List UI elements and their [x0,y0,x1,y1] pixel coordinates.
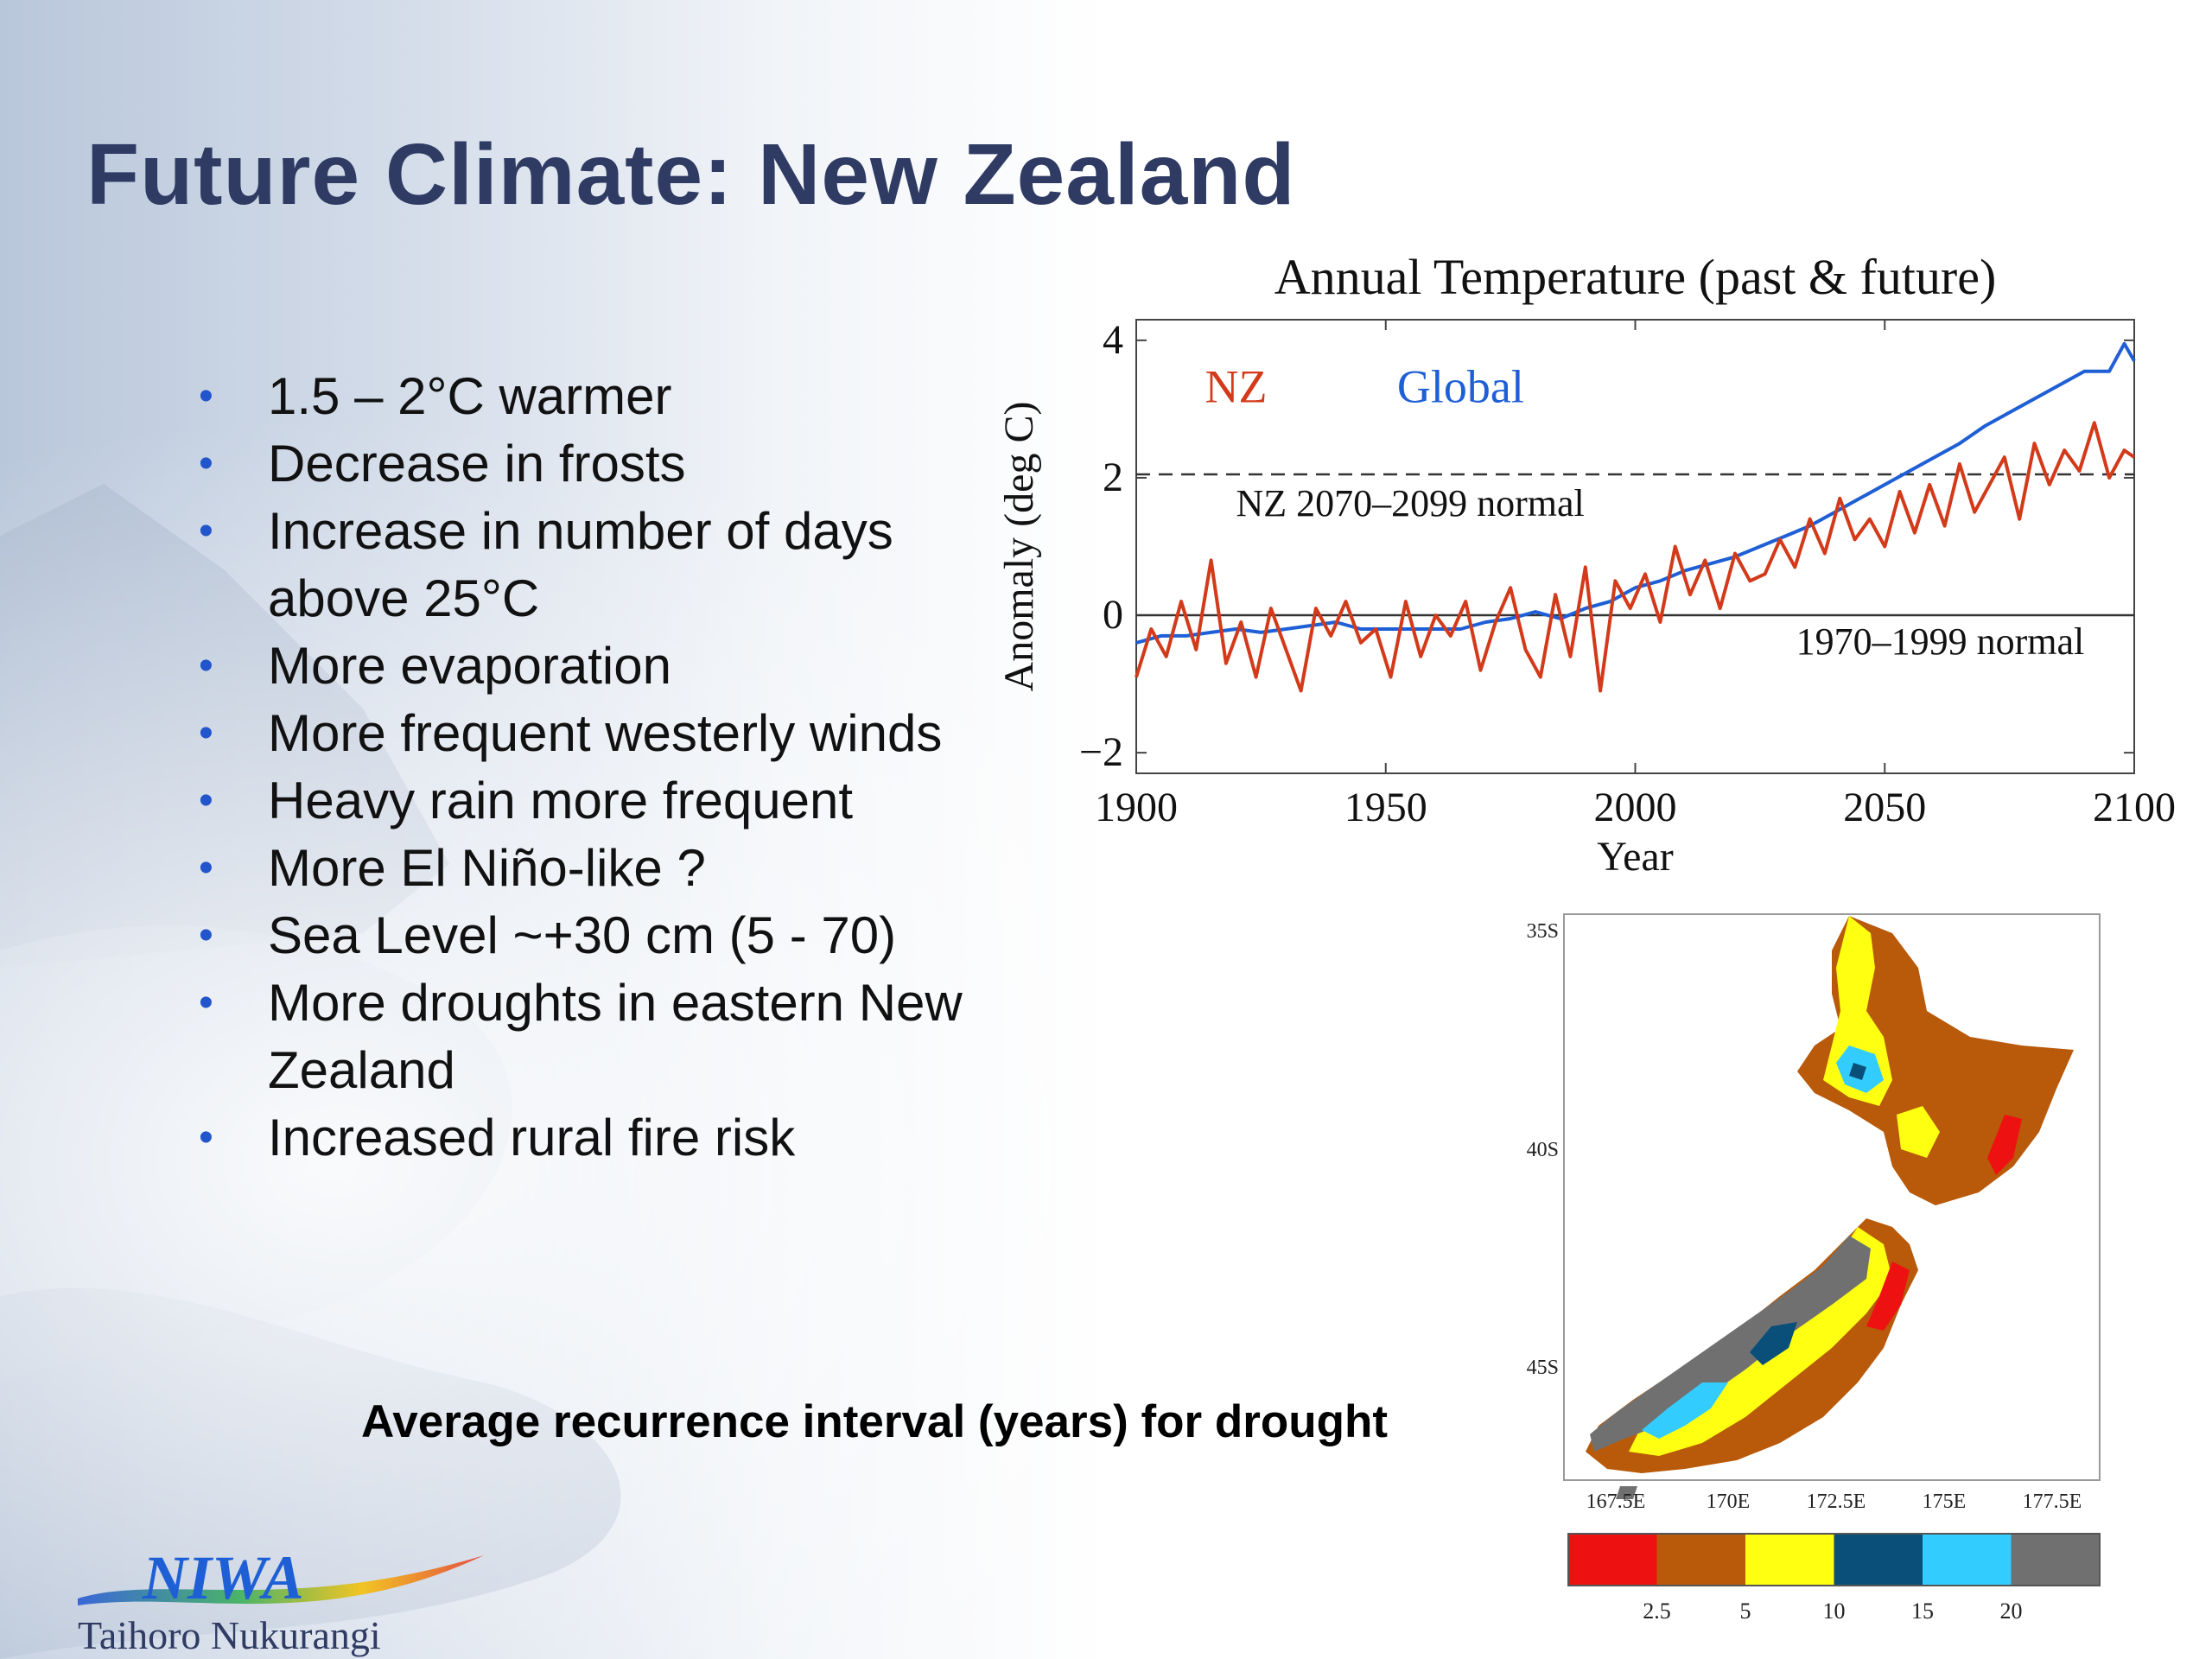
y-tick-label: 4 [1103,317,1123,363]
slide-title: Future Climate: New Zealand [86,126,1296,223]
map-x-tick: 170E [1707,1491,1751,1513]
temperature-chart: Annual Temperature (past & future) 1900 19… [996,249,2176,880]
bullet-marker: • [199,912,213,958]
bullet-text: More evaporation [268,637,671,695]
colorbar-segment [1568,1534,1657,1586]
colorbar-segment [1923,1534,2012,1586]
bullet-marker: • [199,845,213,891]
map-y-tick: 35S [1527,920,1559,943]
bullet-text: More El Niño-like ? [268,839,706,897]
bullet-item: • More droughts in eastern New Zealand [194,969,989,1104]
bullet-text: Heavy rain more frequent [268,772,853,830]
logo-swoosh [78,1555,484,1605]
colorbar: 2.5 5 10 15 20 [1567,1533,2101,1624]
bullet-marker: • [199,710,213,756]
bullet-text: 1.5 – 2°C warmer [268,367,672,425]
bullet-text: Increased rural fire risk [268,1109,796,1166]
logo-subtitle: Taihoro Nukurangi [78,1613,381,1657]
map-caption: Average recurrence interval (years) for … [361,1396,1388,1447]
bullet-item: • Decrease in frosts [194,430,989,498]
logo-wordmark: NIWA [142,1543,304,1612]
y-tick-label: −2 [1079,729,1123,775]
niwa-logo: NIWA Taihoro Nukurangi [78,1543,484,1657]
bullet-text: More droughts in eastern New Zealand [268,974,963,1099]
colorbar-segment [1745,1534,1834,1586]
legend-label-nz: NZ [1205,360,1268,412]
colorbar-segment [2011,1534,2100,1586]
bullet-marker: • [199,373,213,419]
nz-map-north-island [1797,916,2074,1205]
nz-map-south-island [1586,1218,1918,1499]
chart-title: Annual Temperature (past & future) [1274,249,1997,305]
bullet-item: • More frequent westerly winds [194,700,989,767]
colorbar-tick-label: 10 [1823,1599,1846,1624]
bullet-item: • Increased rural fire risk [194,1104,989,1172]
bullet-text: Decrease in frosts [268,435,686,493]
reference-line-label: NZ 2070–2099 normal [1236,482,1585,524]
colorbar-tick-label: 2.5 [1643,1599,1671,1624]
bullet-item: • Increase in number of days above 25°C [194,498,989,632]
map-x-tick: 177.5E [2023,1491,2082,1513]
bullet-item: • Sea Level ~+30 cm (5 - 70) [194,902,989,969]
bullet-text: Sea Level ~+30 cm (5 - 70) [268,906,897,964]
drought-map: 35S 40S 45S 167.5E 170E 172.5E 175E 177.… [1527,913,2101,1624]
bullet-marker: • [199,508,213,554]
x-tick-label: 2050 [1843,785,1926,830]
bullet-marker: • [199,441,213,486]
x-tick-label: 1950 [1344,785,1427,830]
map-x-tick: 167.5E [1586,1491,1646,1513]
reference-line-label: 1970–1999 normal [1796,620,2085,663]
series-line [1135,421,2136,693]
colorbar-segment [1656,1534,1745,1586]
bullet-text: Increase in number of days above 25°C [268,502,893,627]
map-y-tick: 45S [1527,1357,1559,1379]
bullet-marker: • [199,980,213,1026]
x-tick-label: 1900 [1095,785,1178,830]
colorbar-frame [1567,1533,2101,1586]
colorbar-segment [1834,1534,1923,1586]
x-tick-label: 2000 [1594,785,1677,830]
y-tick-label: 0 [1103,592,1123,638]
map-x-tick: 175E [1923,1491,1967,1513]
bullet-marker: • [199,1115,213,1160]
y-axis-label: Anomaly (deg C) [996,402,1042,692]
x-axis-label: Year [1597,834,1673,880]
bullet-marker: • [199,643,213,689]
bullet-item: • More evaporation [194,632,989,700]
y-tick-label: 2 [1103,454,1123,500]
bullet-item: • Heavy rain more frequent [194,767,989,835]
bullet-list: • 1.5 – 2°C warmer • Decrease in frosts • I… [194,363,989,1172]
bullet-item: • More El Niño-like ? [194,835,989,902]
colorbar-tick-label: 20 [2000,1599,2023,1624]
colorbar-tick-label: 5 [1740,1599,1751,1624]
bullet-text: More frequent westerly winds [268,704,943,762]
bullet-item: • 1.5 – 2°C warmer [194,363,989,430]
x-tick-label: 2100 [2093,785,2176,830]
bullet-marker: • [199,778,213,823]
legend-label-global: Global [1397,360,1524,412]
map-x-tick: 172.5E [1807,1491,1866,1513]
map-y-tick: 40S [1527,1139,1559,1161]
plot-frame [1135,319,2135,774]
colorbar-tick-label: 15 [1911,1599,1934,1624]
